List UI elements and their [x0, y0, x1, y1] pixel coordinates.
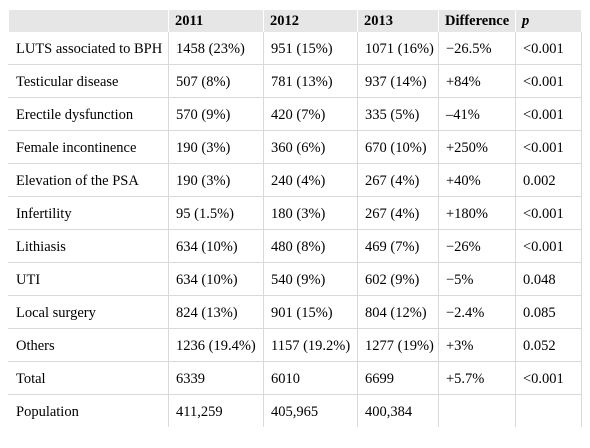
header-cell-category [8, 10, 169, 32]
cell-count-2012: 1157 (19.2%) [263, 328, 358, 362]
cell-category: Elevation of the PSA [8, 163, 169, 197]
cell-count-2012: 360 (6%) [263, 130, 358, 164]
cell-p-value: <0.001 [515, 64, 582, 98]
cell-count-2012: 405,965 [263, 394, 358, 427]
cell-p-value: 0.002 [515, 163, 582, 197]
table-row: Local surgery 824 (13%) 901 (15%) 804 (12%)… [8, 295, 582, 329]
cell-category: Population [8, 394, 169, 427]
header-cell-2012: 2012 [263, 10, 358, 32]
cell-count-2013: 267 (4%) [357, 163, 439, 197]
cell-category: UTI [8, 262, 169, 296]
table-row: Testicular disease 507 (8%) 781 (13%) 937 (… [8, 64, 582, 98]
cell-p-value: <0.001 [515, 361, 582, 395]
cell-count-2012: 781 (13%) [263, 64, 358, 98]
cell-count-2013: 1277 (19%) [357, 328, 439, 362]
cell-difference: −26% [438, 229, 516, 263]
table-row: Others 1236 (19.4%) 1157 (19.2%) 1277 (19%)… [8, 328, 582, 362]
cell-difference: +250% [438, 130, 516, 164]
cell-category: Lithiasis [8, 229, 169, 263]
table-body: LUTS associated to BPH 1458 (23%) 951 (15%… [8, 32, 582, 427]
cell-count-2011: 570 (9%) [168, 97, 264, 131]
cell-difference: +5.7% [438, 361, 516, 395]
data-table: 2011 2012 2013 Difference p LUTS associa… [8, 10, 582, 427]
cell-p-value: 0.085 [515, 295, 582, 329]
cell-difference: −26.5% [438, 32, 516, 65]
cell-p-value: <0.001 [515, 229, 582, 263]
cell-count-2012: 420 (7%) [263, 97, 358, 131]
cell-category: Erectile dysfunction [8, 97, 169, 131]
cell-count-2012: 180 (3%) [263, 196, 358, 230]
cell-count-2011: 634 (10%) [168, 262, 264, 296]
table-header: 2011 2012 2013 Difference p [8, 10, 582, 32]
cell-difference: +3% [438, 328, 516, 362]
cell-category: Infertility [8, 196, 169, 230]
cell-count-2011: 190 (3%) [168, 163, 264, 197]
cell-count-2012: 951 (15%) [263, 32, 358, 65]
cell-count-2011: 507 (8%) [168, 64, 264, 98]
cell-count-2013: 670 (10%) [357, 130, 439, 164]
cell-count-2013: 469 (7%) [357, 229, 439, 263]
table-row: Lithiasis 634 (10%) 480 (8%) 469 (7%) −26% <0… [8, 229, 582, 263]
cell-count-2011: 1236 (19.4%) [168, 328, 264, 362]
cell-p-value: <0.001 [515, 32, 582, 65]
cell-count-2013: 602 (9%) [357, 262, 439, 296]
cell-difference: +84% [438, 64, 516, 98]
table-row: Elevation of the PSA 190 (3%) 240 (4%) 267 … [8, 163, 582, 197]
cell-category: Female incontinence [8, 130, 169, 164]
cell-count-2011: 411,259 [168, 394, 264, 427]
header-cell-2013: 2013 [357, 10, 439, 32]
cell-difference: −2.4% [438, 295, 516, 329]
table-row: Total 6339 6010 6699 +5.7% <0.001 [8, 361, 582, 395]
header-cell-2011: 2011 [168, 10, 264, 32]
cell-difference: −5% [438, 262, 516, 296]
cell-count-2012: 480 (8%) [263, 229, 358, 263]
table-row: Erectile dysfunction 570 (9%) 420 (7%) 335 … [8, 97, 582, 131]
cell-category: LUTS associated to BPH [8, 32, 169, 65]
cell-p-value: <0.001 [515, 196, 582, 230]
header-cell-p: p [515, 10, 582, 32]
cell-p-value: 0.052 [515, 328, 582, 362]
cell-p-value: <0.001 [515, 97, 582, 131]
cell-count-2013: 267 (4%) [357, 196, 439, 230]
cell-count-2013: 937 (14%) [357, 64, 439, 98]
table-row: Infertility 95 (1.5%) 180 (3%) 267 (4%) +180… [8, 196, 582, 230]
cell-category: Total [8, 361, 169, 395]
cell-difference: +180% [438, 196, 516, 230]
cell-count-2013: 1071 (16%) [357, 32, 439, 65]
cell-count-2011: 6339 [168, 361, 264, 395]
cell-count-2013: 400,384 [357, 394, 439, 427]
cell-count-2012: 6010 [263, 361, 358, 395]
cell-count-2011: 190 (3%) [168, 130, 264, 164]
cell-difference: –41% [438, 97, 516, 131]
cell-count-2012: 240 (4%) [263, 163, 358, 197]
header-row: 2011 2012 2013 Difference p [8, 10, 582, 32]
cell-difference: +40% [438, 163, 516, 197]
cell-category: Testicular disease [8, 64, 169, 98]
cell-category: Others [8, 328, 169, 362]
cell-difference [438, 394, 516, 427]
cell-count-2012: 540 (9%) [263, 262, 358, 296]
cell-count-2011: 95 (1.5%) [168, 196, 264, 230]
cell-count-2011: 824 (13%) [168, 295, 264, 329]
cell-p-value: 0.048 [515, 262, 582, 296]
cell-count-2011: 634 (10%) [168, 229, 264, 263]
table-row: Population 411,259 405,965 400,384 [8, 394, 582, 427]
table-row: UTI 634 (10%) 540 (9%) 602 (9%) −5% 0.048 [8, 262, 582, 296]
cell-count-2013: 804 (12%) [357, 295, 439, 329]
table-row: LUTS associated to BPH 1458 (23%) 951 (15%… [8, 32, 582, 65]
cell-count-2011: 1458 (23%) [168, 32, 264, 65]
cell-count-2012: 901 (15%) [263, 295, 358, 329]
cell-p-value: <0.001 [515, 130, 582, 164]
cell-count-2013: 335 (5%) [357, 97, 439, 131]
cell-count-2013: 6699 [357, 361, 439, 395]
cell-p-value [515, 394, 582, 427]
cell-category: Local surgery [8, 295, 169, 329]
header-cell-difference: Difference [438, 10, 516, 32]
table-row: Female incontinence 190 (3%) 360 (6%) 670 (… [8, 130, 582, 164]
